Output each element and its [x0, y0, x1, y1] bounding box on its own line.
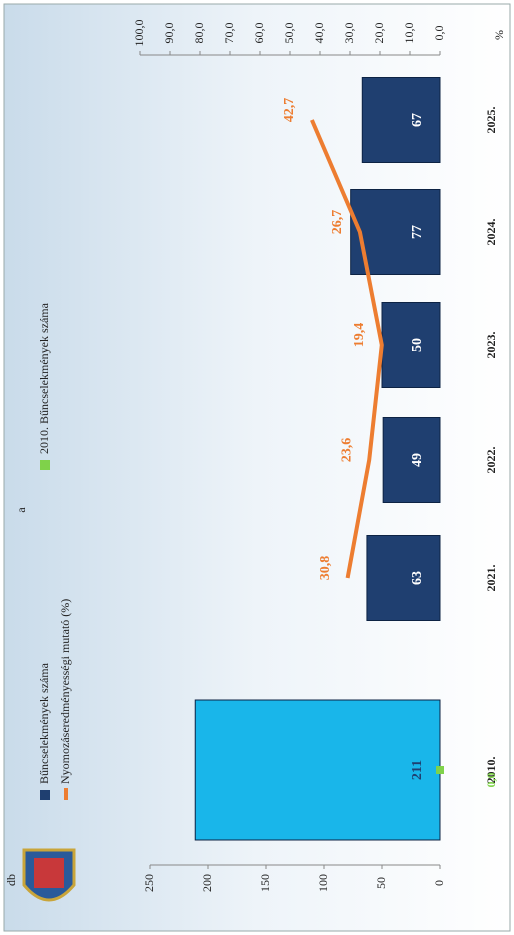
x-tick-label: 2022. — [484, 447, 498, 474]
bar-value-label: 77 — [410, 225, 425, 239]
legend-swatch — [40, 790, 50, 800]
bar — [194, 699, 441, 841]
y2-axis-label: % — [492, 30, 506, 40]
legend-label: 2010. Bűncselekmények száma — [37, 302, 51, 454]
line — [310, 119, 384, 579]
bar-value-label: 67 — [410, 113, 425, 127]
bar-value-label: 63 — [410, 571, 425, 585]
bar-value-label: 49 — [410, 453, 425, 467]
y2-tick-label: 70,0 — [222, 23, 236, 44]
legend-swatch — [40, 460, 50, 470]
line-value-label: 23,6 — [339, 438, 354, 463]
logo — [22, 848, 76, 902]
y-tick-label: 250 — [142, 874, 156, 892]
y-tick-label: 100 — [316, 874, 330, 892]
bar — [382, 417, 441, 503]
y2-tick-label: 40,0 — [312, 23, 326, 44]
bar — [361, 77, 441, 163]
line-value-label: 26,7 — [330, 210, 345, 235]
chart-title: a — [14, 507, 28, 513]
legend-label: Nyomozáseredményességi mutató (%) — [58, 599, 72, 784]
x-tick-label: 2021. — [484, 565, 498, 592]
logo-center — [34, 858, 64, 888]
bar-value-label: 50 — [410, 338, 425, 352]
bar-value-label: 211 — [410, 760, 425, 780]
y2-tick-label: 10,0 — [402, 23, 416, 44]
y-tick-label: 200 — [200, 874, 214, 892]
legend-label: Bűncselekmények száma — [37, 662, 51, 784]
y-tick-label: 50 — [374, 877, 388, 889]
plot: a 0 50 100 150 200 250 db 0,0 10,0 20,0 30,0 40,0 50,… — [4, 20, 506, 893]
y2-tick-label: 80,0 — [192, 23, 206, 44]
y2-tick-label: 90,0 — [162, 23, 176, 44]
line-value-label: 19,4 — [352, 323, 367, 348]
y-tick-label: 150 — [258, 874, 272, 892]
y2-tick-label: 20,0 — [372, 23, 386, 44]
y2-tick-label: 100,0 — [132, 20, 146, 47]
bar — [350, 189, 441, 275]
line-value-label: 30,8 — [318, 556, 333, 581]
marker-value-label: 0,0 — [484, 773, 498, 788]
bar — [366, 535, 441, 621]
x-tick-label: 2024. — [484, 219, 498, 246]
y2-tick-label: 50,0 — [282, 23, 296, 44]
line-value-label: 42,7 — [282, 98, 297, 123]
y-tick-label: 0 — [432, 880, 446, 886]
x-tick-label: 2023. — [484, 332, 498, 359]
y2-tick-label: 30,0 — [342, 23, 356, 44]
marker — [436, 766, 444, 774]
y-axis-label: db — [4, 874, 18, 886]
y2-tick-label: 0,0 — [432, 26, 446, 41]
x-tick-label: 2025. — [484, 107, 498, 134]
x-tick-label: 2010. — [484, 757, 498, 784]
y2-tick-label: 60,0 — [252, 23, 266, 44]
